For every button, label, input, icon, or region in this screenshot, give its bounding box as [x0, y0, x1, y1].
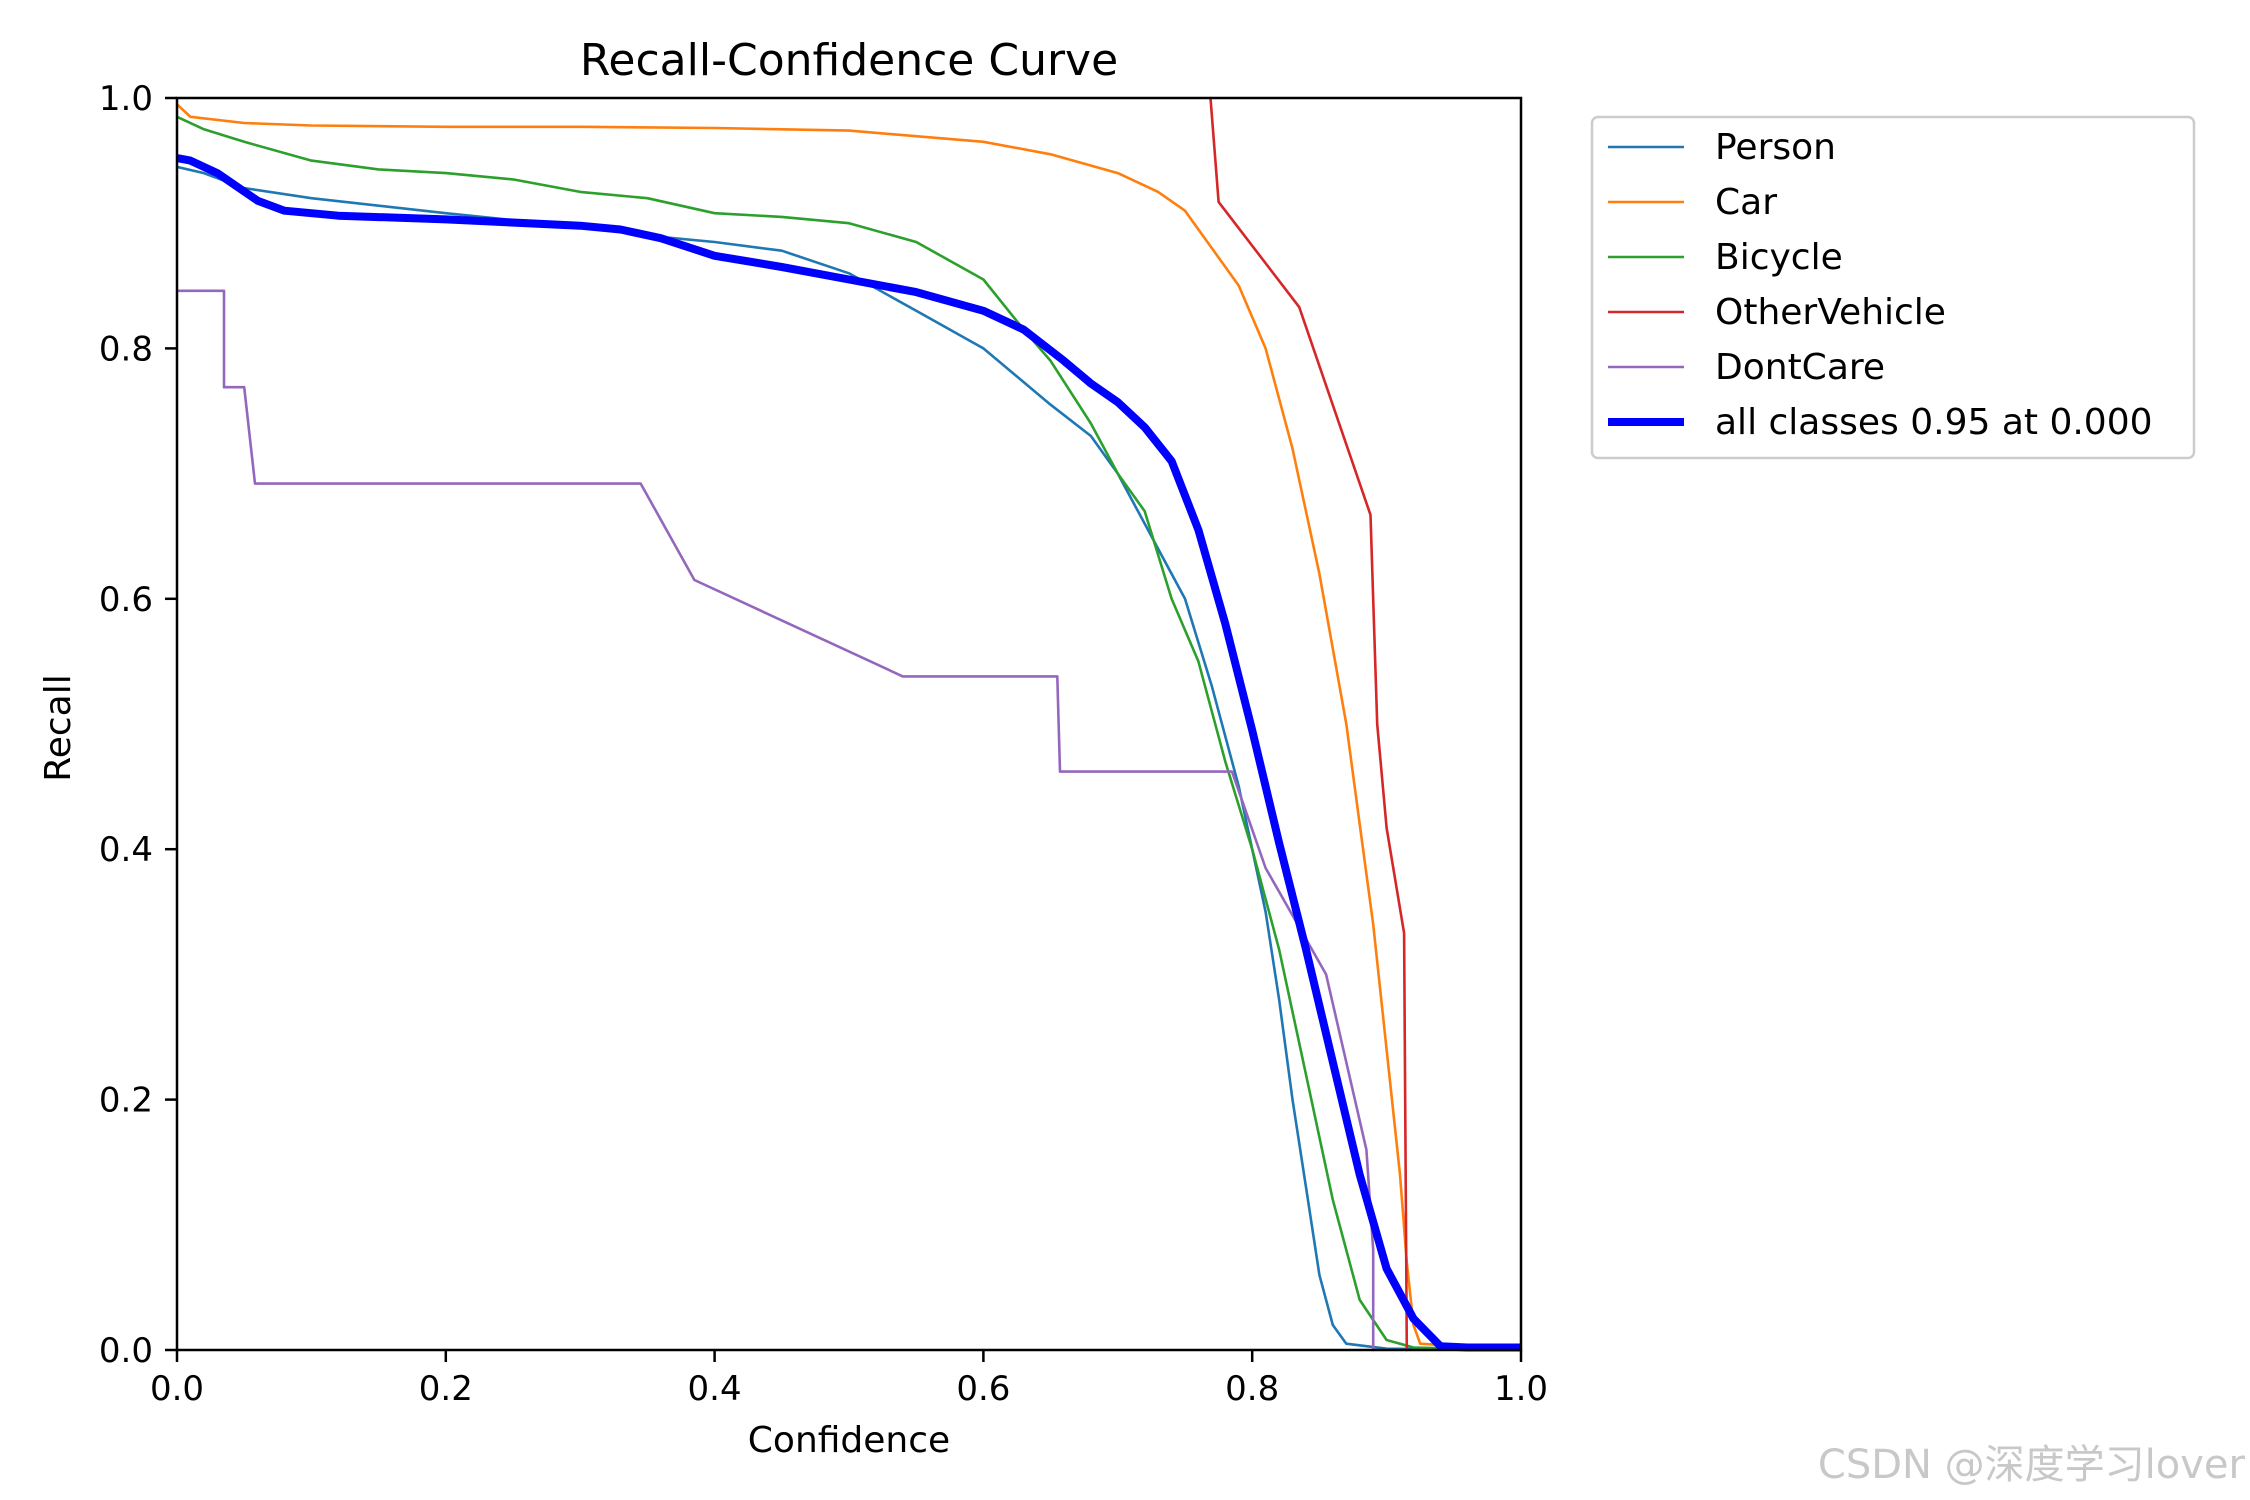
legend: Person Car Bicycle OtherVehicle DontCare all … — [1590, 115, 2196, 460]
x-tick-label: 0.4 — [688, 1369, 742, 1409]
x-axis-label: Confidence — [748, 1420, 950, 1461]
legend-frame — [1590, 115, 2196, 460]
axes-frame — [175, 96, 1523, 1352]
series-line-othervehicle — [1209, 96, 1409, 1352]
series-line-all-classes-0-95-at-0-000 — [177, 154, 1521, 1352]
x-tick-label: 0.2 — [419, 1369, 473, 1409]
series-layer — [177, 96, 1521, 1352]
y-tick-label: 0.4 — [99, 830, 153, 870]
y-tick-label: 0.6 — [99, 580, 153, 620]
x-tick-label: 0.8 — [1225, 1369, 1279, 1409]
chart-title: Recall-Confidence Curve — [580, 35, 1118, 86]
x-tick-label: 0.6 — [956, 1369, 1010, 1409]
x-tick-label: 1.0 — [1494, 1369, 1548, 1409]
y-axis-label: Recall — [38, 674, 79, 781]
legend-label: Person — [1715, 127, 1836, 168]
x-axis: 0.0 0.2 0.4 0.6 0.8 1.0 — [150, 1350, 1548, 1409]
y-tick-label: 0.0 — [99, 1331, 153, 1371]
x-tick-label: 0.0 — [150, 1369, 204, 1409]
legend-label: DontCare — [1715, 347, 1885, 388]
legend-label: all classes 0.95 at 0.000 — [1715, 402, 2153, 443]
watermark: CSDN @深度学习lover — [1818, 1442, 2246, 1488]
series-line-dontcare — [177, 289, 1375, 1352]
series-line-bicycle — [177, 115, 1521, 1352]
y-tick-label: 0.2 — [99, 1081, 153, 1121]
y-tick-label: 1.0 — [99, 79, 153, 119]
y-tick-label: 0.8 — [99, 329, 153, 369]
y-axis: 0.0 0.2 0.4 0.6 0.8 1.0 — [99, 79, 177, 1371]
legend-label: Car — [1715, 182, 1777, 223]
legend-label: Bicycle — [1715, 237, 1843, 278]
legend-label: OtherVehicle — [1715, 292, 1946, 333]
series-line-car — [177, 103, 1521, 1352]
